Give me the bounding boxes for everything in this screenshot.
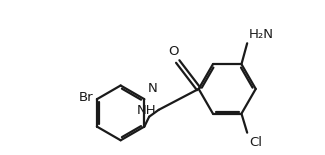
Text: Cl: Cl: [249, 136, 262, 149]
Text: Br: Br: [78, 91, 93, 104]
Text: N: N: [148, 82, 157, 95]
Text: H₂N: H₂N: [249, 28, 274, 41]
Text: O: O: [168, 45, 178, 58]
Text: NH: NH: [137, 104, 157, 117]
